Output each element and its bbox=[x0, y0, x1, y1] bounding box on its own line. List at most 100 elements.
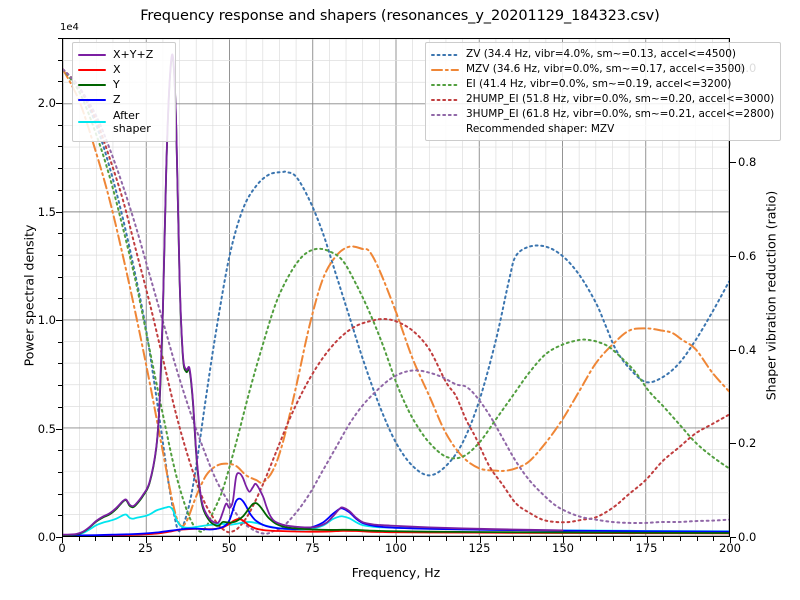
legend-item-after-shaper[interactable]: After shaper bbox=[78, 107, 169, 137]
y-tick-left-label: 2.0 bbox=[37, 96, 56, 111]
y-tick-left-mark bbox=[56, 428, 62, 430]
y-tick-left-minor bbox=[58, 471, 62, 473]
y-tick-left-mark bbox=[56, 320, 62, 322]
legend-item-label: MZV (34.6 Hz, vibr=0.0%, sm~=0.17, accel… bbox=[466, 63, 746, 75]
y-tick-right-label: 0.8 bbox=[738, 155, 757, 170]
y-tick-left-minor bbox=[58, 385, 62, 387]
x-tick-minor bbox=[496, 537, 498, 541]
y-tick-left-mark bbox=[56, 103, 62, 105]
y-tick-left-mark bbox=[56, 537, 62, 538]
x-tick-minor bbox=[295, 537, 297, 541]
legend-item-label: Z bbox=[113, 93, 121, 106]
legend-item-label: ZV (34.4 Hz, vibr=4.0%, sm~=0.13, accel<… bbox=[466, 48, 736, 60]
x-tick-minor bbox=[245, 537, 247, 541]
legend-item-label: X+Y+Z bbox=[113, 48, 154, 61]
y-axis-right-label: Shaper vibration reduction (ratio) bbox=[763, 190, 779, 401]
x-tick-mark bbox=[312, 537, 314, 543]
legend-line-sample bbox=[78, 121, 106, 123]
y-tick-right-label: 0.4 bbox=[738, 342, 757, 357]
x-tick-mark bbox=[396, 537, 397, 543]
y-tick-right-mark bbox=[730, 349, 736, 351]
legend-item-mzv[interactable]: MZV (34.6 Hz, vibr=0.0%, sm~=0.17, accel… bbox=[431, 62, 774, 77]
y-tick-left-minor bbox=[58, 146, 62, 148]
shaper-curve-3hump_ei bbox=[63, 68, 729, 535]
shaper-curve-mzv bbox=[63, 68, 729, 528]
x-tick-mark bbox=[563, 537, 564, 543]
y-tick-left-minor bbox=[58, 515, 62, 517]
x-tick-minor bbox=[679, 537, 681, 541]
legend-item-label: 2HUMP_EI (51.8 Hz, vibr=0.0%, sm~=0.20, … bbox=[466, 93, 775, 105]
x-tick-minor bbox=[95, 537, 97, 541]
y-tick-left-minor bbox=[58, 276, 62, 278]
y-tick-left-mark bbox=[56, 211, 62, 213]
x-tick-label: 25 bbox=[138, 541, 153, 555]
legend-item-y[interactable]: Y bbox=[78, 77, 169, 92]
x-tick-minor bbox=[329, 537, 331, 541]
y-tick-left-minor bbox=[58, 38, 62, 39]
y-tick-left-label: 1.5 bbox=[37, 204, 56, 219]
legend-item-2hump_ei[interactable]: 2HUMP_EI (51.8 Hz, vibr=0.0%, sm~=0.20, … bbox=[431, 92, 774, 107]
y-tick-right-label: 0.0 bbox=[738, 530, 757, 544]
data-curves bbox=[63, 53, 729, 536]
x-tick-minor bbox=[529, 537, 531, 541]
x-tick-minor bbox=[713, 537, 715, 541]
x-tick-minor bbox=[162, 537, 164, 541]
y-tick-left-minor bbox=[58, 341, 62, 343]
legend-line-sample bbox=[78, 68, 106, 71]
y-tick-left-minor bbox=[58, 298, 62, 300]
legend-line-sample bbox=[78, 53, 106, 56]
x-tick-minor bbox=[629, 537, 631, 541]
y-tick-left-minor bbox=[58, 493, 62, 495]
x-tick-mark bbox=[145, 537, 147, 543]
x-tick-minor bbox=[279, 537, 281, 541]
legend-item-ei[interactable]: EI (41.4 Hz, vibr=0.0%, sm~=0.19, accel<… bbox=[431, 77, 774, 92]
legend-item-label: EI (41.4 Hz, vibr=0.0%, sm~=0.19, accel<… bbox=[466, 78, 732, 90]
y-tick-left-label: 1.0 bbox=[37, 313, 56, 328]
x-tick-mark bbox=[646, 537, 648, 543]
x-tick-minor bbox=[178, 537, 180, 541]
legend-item-label: Y bbox=[113, 78, 120, 91]
x-tick-mark bbox=[229, 537, 230, 543]
legend-item-z[interactable]: Z bbox=[78, 92, 169, 107]
x-tick-minor bbox=[379, 537, 381, 541]
x-tick-minor bbox=[195, 537, 197, 541]
legend-item-3hump_ei[interactable]: 3HUMP_EI (61.8 Hz, vibr=0.0%, sm~=0.21, … bbox=[431, 107, 774, 122]
legend-item-zv[interactable]: ZV (34.4 Hz, vibr=4.0%, sm~=0.13, accel<… bbox=[431, 47, 774, 62]
y-tick-left-minor bbox=[58, 406, 62, 408]
x-tick-minor bbox=[262, 537, 264, 541]
x-tick-minor bbox=[462, 537, 464, 541]
x-tick-label: 125 bbox=[468, 541, 491, 555]
x-tick-label: 50 bbox=[221, 541, 237, 555]
y-tick-right-label: 0.6 bbox=[738, 248, 757, 263]
legend-line-sample bbox=[78, 83, 106, 86]
y-tick-left-minor bbox=[58, 168, 62, 170]
x-tick-minor bbox=[128, 537, 130, 541]
y-tick-right-mark bbox=[730, 443, 736, 445]
psd-legend: X+Y+Z X Y Z After shaper bbox=[72, 42, 176, 142]
shaper-curve-2hump_ei bbox=[63, 68, 729, 534]
psd-curve-x-y-z bbox=[63, 53, 564, 536]
legend-line-sample bbox=[431, 83, 459, 86]
legend-item-x-y-z[interactable]: X+Y+Z bbox=[78, 47, 169, 62]
x-tick-minor bbox=[362, 537, 364, 541]
y-tick-right-mark bbox=[730, 255, 736, 257]
legend-line-sample bbox=[431, 98, 459, 101]
shaper-curve-ei bbox=[63, 68, 729, 533]
legend-line-sample bbox=[431, 68, 459, 71]
x-tick-minor bbox=[579, 537, 581, 541]
shaper-legend: ZV (34.4 Hz, vibr=4.0%, sm~=0.13, accel<… bbox=[425, 42, 782, 141]
y-tick-right-mark bbox=[730, 162, 736, 164]
y-tick-left-minor bbox=[58, 363, 62, 365]
x-tick-label: 75 bbox=[305, 541, 320, 555]
y-tick-left-minor bbox=[58, 124, 62, 126]
x-tick-label: 150 bbox=[552, 541, 574, 555]
y-tick-left-minor bbox=[58, 189, 62, 191]
y-tick-left-minor bbox=[58, 450, 62, 452]
legend-line-sample bbox=[431, 113, 459, 116]
x-tick-mark bbox=[62, 537, 63, 543]
legend-item-x[interactable]: X bbox=[78, 62, 169, 77]
recommended-shaper-note: Recommended shaper: MZV bbox=[466, 123, 615, 135]
x-tick-minor bbox=[546, 537, 548, 541]
x-tick-mark bbox=[479, 537, 481, 543]
y-tick-left-minor bbox=[58, 81, 62, 83]
